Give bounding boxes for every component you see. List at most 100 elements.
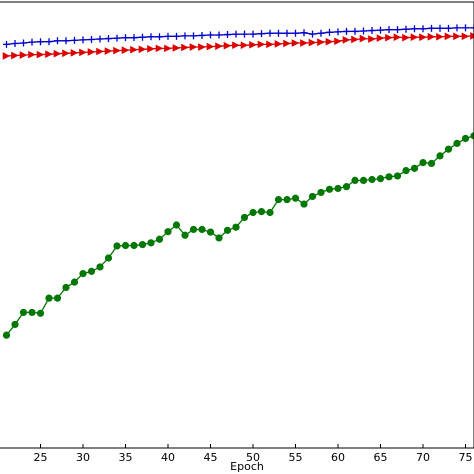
series-2-point: [215, 42, 223, 50]
series-2-point: [62, 49, 70, 58]
series-1-point: [411, 25, 418, 33]
series-2-point: [325, 37, 334, 46]
x-axis: 25 30 35 40 45 50 55 60 65 70 75: [34, 444, 473, 464]
series-1-point: [71, 36, 78, 44]
series-3-point: [470, 132, 474, 140]
series-1-point: [334, 28, 342, 36]
x-tick-label: 25: [34, 451, 48, 464]
x-tick-label: 75: [459, 451, 473, 464]
series-1-point: [122, 34, 129, 42]
series-3-point: [53, 294, 62, 302]
series-1-point: [139, 33, 146, 41]
x-tick-label: 55: [289, 451, 303, 464]
series-3-point: [368, 175, 376, 184]
series-1-point: [266, 29, 274, 37]
series-1-point: [113, 34, 121, 42]
series-3-point: [87, 267, 96, 275]
series-3-point: [436, 152, 444, 160]
series-2-point: [274, 40, 283, 48]
series-3-point: [45, 294, 53, 302]
series-1-point: [385, 26, 393, 34]
series-1-point: [88, 35, 95, 43]
x-tick-label: 65: [374, 451, 388, 464]
series-3-point: [453, 139, 461, 147]
series-3-point: [19, 308, 28, 317]
series-2-point: [393, 33, 402, 42]
series-3-point: [206, 228, 215, 236]
series-2-point: [164, 44, 172, 53]
series-1-point: [283, 29, 291, 37]
series-2-point: [410, 33, 419, 42]
series-1-point: [394, 26, 401, 34]
x-tick-label: 35: [119, 451, 133, 464]
series-3-point: [223, 226, 232, 234]
series-2-point: [376, 34, 385, 42]
series-1-point: [62, 37, 70, 45]
series-1-point: [173, 32, 180, 40]
series-1-point: [428, 24, 435, 32]
series-3-point: [36, 309, 45, 317]
series-1-point: [207, 31, 214, 39]
series-3-point: [96, 263, 104, 271]
series-2-point: [189, 43, 198, 51]
series-3-point: [232, 223, 240, 231]
series-layer: [2, 24, 474, 339]
series-3-point: [444, 145, 453, 153]
series-2-point: [427, 32, 436, 41]
series-2-point: [198, 43, 206, 51]
series-3-point: [138, 241, 147, 249]
series-2-point: [130, 45, 138, 54]
series-3-point: [249, 208, 257, 217]
series-1-point: [317, 29, 325, 37]
x-tick-label: 45: [204, 451, 218, 464]
series-3-point: [172, 221, 181, 229]
series-1-point: [453, 24, 461, 32]
series-2-point: [240, 41, 249, 50]
series-3-point: [79, 270, 87, 278]
series-3-point: [376, 175, 385, 183]
series-3: [2, 132, 474, 339]
series-3-point: [62, 283, 70, 292]
series-1-point: [419, 25, 427, 33]
series-2-point: [368, 35, 376, 43]
series-2-point: [79, 48, 87, 57]
series-1-point: [275, 29, 282, 37]
series-3-point: [11, 320, 19, 329]
series-1-point: [360, 27, 367, 35]
series-3-point: [291, 194, 300, 202]
series-2-point: [249, 41, 257, 49]
series-3-point: [147, 239, 155, 247]
series-2-point: [453, 32, 461, 41]
series-3-point: [317, 188, 325, 197]
series-1-point: [402, 25, 410, 33]
series-3-point: [342, 183, 351, 191]
series-1-point: [241, 30, 248, 38]
series-1-point: [309, 30, 316, 38]
x-tick-label: 60: [331, 451, 345, 464]
series-1-point: [198, 31, 206, 39]
x-tick-label: 40: [161, 451, 175, 464]
series-3-point: [410, 164, 419, 172]
series-2-point: [470, 32, 474, 40]
series-2-point: [11, 51, 19, 60]
series-3-point: [351, 176, 359, 184]
series-1-point: [164, 32, 172, 40]
series-1-point: [79, 36, 87, 44]
series-3-point: [257, 208, 266, 216]
series-1-point: [462, 24, 469, 32]
series-3-point: [155, 235, 164, 243]
series-3-point: [121, 241, 130, 250]
series-1-point: [292, 29, 299, 37]
series-1-point: [249, 30, 257, 38]
series-1-point: [326, 28, 333, 36]
series-1-point: [156, 33, 163, 41]
x-tick-label: 30: [76, 451, 90, 464]
series-2-point: [266, 40, 274, 49]
series-2-point: [402, 33, 410, 42]
series-3-point: [334, 184, 342, 193]
series-3-point: [164, 228, 172, 236]
series-3-point: [402, 166, 410, 175]
series-3-point: [198, 225, 206, 234]
series-1-point: [300, 29, 308, 37]
